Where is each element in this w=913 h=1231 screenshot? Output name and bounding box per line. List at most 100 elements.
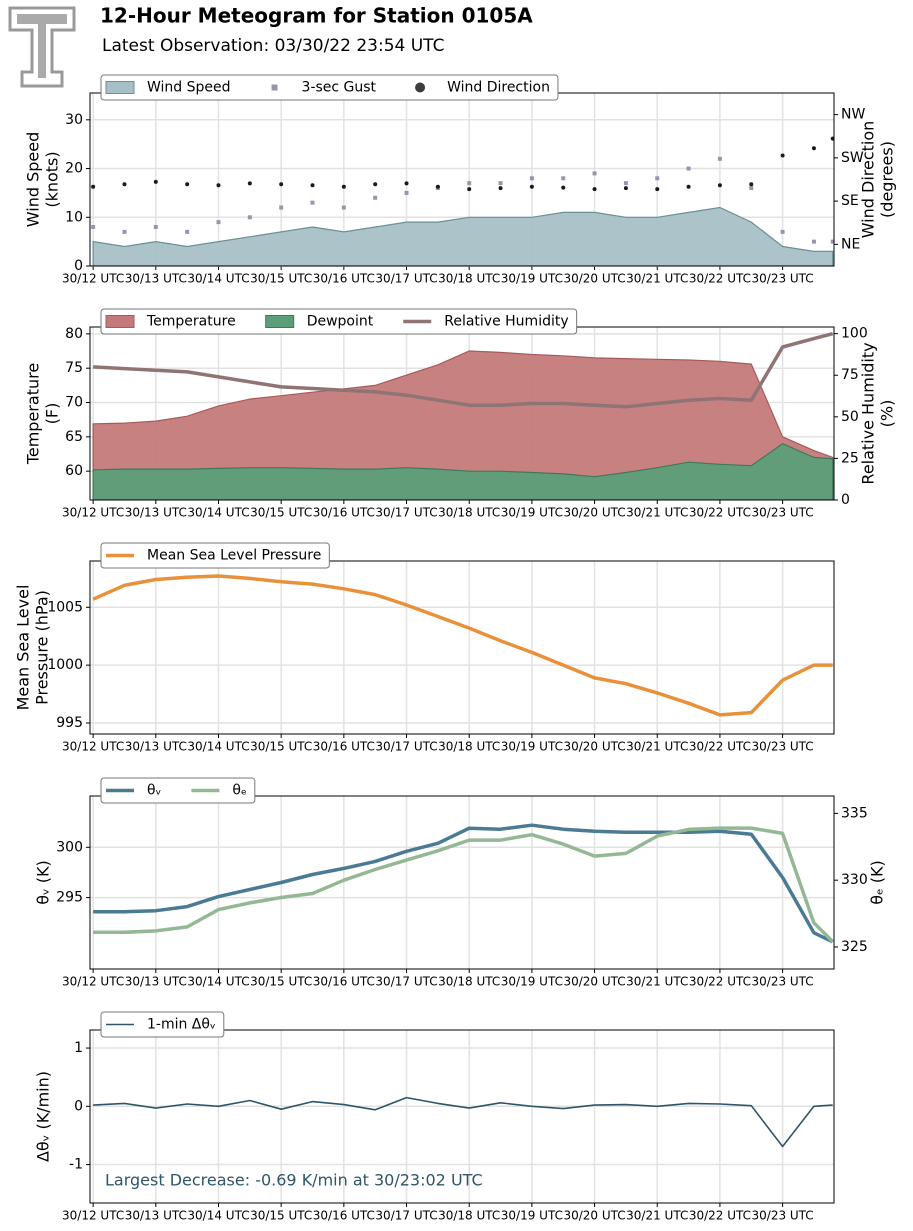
x-tick-label: 30/14 UTC (187, 272, 249, 286)
y-axis-label: (F) (43, 403, 62, 425)
marker (686, 166, 691, 171)
x-tick-label: 30/18 UTC (438, 1209, 500, 1223)
marker (435, 184, 440, 189)
legend-swatch (265, 315, 295, 328)
marker (561, 185, 566, 190)
y-axis-label: Wind Speed (24, 132, 43, 227)
marker (655, 176, 660, 181)
plot-area (90, 561, 834, 734)
frame (89, 560, 835, 735)
line (93, 823, 834, 944)
legend-label: Wind Speed (147, 80, 231, 96)
title: 12-Hour Meteogram for Station 0105A (100, 4, 533, 28)
legend: Wind Speed 3-sec Gust Wind Direction (100, 74, 559, 101)
y-tick-label: 1 (74, 1040, 83, 1056)
marker (404, 190, 409, 195)
logo (8, 6, 76, 88)
legend-label: Temperature (146, 314, 236, 330)
y-tick-label: 1000 (47, 657, 83, 673)
marker (749, 182, 754, 187)
legend: Mean Sea Level Pressure (100, 542, 330, 569)
legend-swatch (271, 84, 278, 91)
x-tick-label: 30/23 UTC (752, 975, 814, 989)
x-tick-label: 30/20 UTC (563, 506, 625, 520)
legend-swatch (105, 315, 135, 328)
y2-tick-label: SE (841, 193, 859, 209)
x-tick-label: 30/17 UTC (375, 506, 437, 520)
frame (89, 795, 835, 970)
marker (467, 187, 472, 192)
line (93, 826, 834, 943)
marker (247, 215, 252, 220)
x-tick-label: 30/19 UTC (501, 1209, 563, 1223)
legend: θᵥ θₑ (100, 777, 256, 804)
marker (247, 181, 252, 186)
area (92, 350, 834, 500)
x-tick-label: 30/20 UTC (563, 272, 625, 286)
y-tick-label: 1005 (47, 599, 83, 615)
marker (717, 156, 722, 161)
y-tick-label: 70 (65, 395, 83, 411)
marker (279, 182, 284, 187)
marker (310, 200, 315, 205)
y2-axis-label: (degrees) (878, 141, 897, 218)
marker (498, 181, 503, 186)
marker (216, 183, 221, 188)
marker (655, 187, 660, 192)
x-tick-label: 30/14 UTC (187, 1209, 249, 1223)
legend-label: Wind Direction (447, 80, 550, 96)
y-tick-label: 80 (65, 326, 83, 342)
marker (122, 182, 127, 187)
x-tick-label: 30/13 UTC (125, 506, 187, 520)
y-axis-label: (knots) (43, 151, 62, 207)
marker (185, 229, 190, 234)
y-tick-label: -1 (69, 1157, 83, 1173)
x-tick-label: 30/13 UTC (125, 740, 187, 754)
y2-tick-label: NE (841, 236, 860, 252)
x-tick-label: 30/12 UTC (62, 1209, 124, 1223)
area (92, 206, 834, 266)
y-axis-label: Δθᵥ (K/min) (34, 1071, 53, 1162)
y-axis-label: θᵥ (K) (34, 860, 53, 905)
marker (185, 182, 190, 187)
y-tick-label: 20 (65, 161, 83, 177)
y2-tick-label: SW (841, 150, 864, 166)
series-layer (93, 1096, 833, 1148)
x-tick-label: 30/17 UTC (375, 1209, 437, 1223)
y2-axis-label: θₑ (K) (868, 860, 887, 905)
series-layer (93, 823, 834, 944)
legend-label: Relative Humidity (444, 314, 568, 330)
x-tick-label: 30/13 UTC (125, 272, 187, 286)
marker (561, 176, 566, 181)
marker (623, 181, 628, 186)
marker (780, 229, 785, 234)
x-tick-label: 30/18 UTC (438, 740, 500, 754)
x-tick-label: 30/14 UTC (187, 506, 249, 520)
y2-tick-label: 50 (841, 409, 859, 425)
y-tick-label: 0 (74, 1098, 83, 1114)
x-tick-label: 30/21 UTC (626, 506, 688, 520)
marker (310, 183, 315, 188)
marker (592, 187, 597, 192)
marker (686, 184, 691, 189)
marker (467, 181, 472, 186)
x-tick-label: 30/16 UTC (313, 272, 375, 286)
y-tick-label: 65 (65, 429, 83, 445)
y2-tick-label: 0 (841, 492, 850, 508)
marker (811, 239, 816, 244)
marker (529, 176, 534, 181)
marker (623, 186, 628, 191)
y2-tick-label: 335 (841, 805, 868, 821)
y-axis-label: Mean Sea Level (14, 585, 33, 711)
marker (216, 220, 221, 225)
x-tick-label: 30/16 UTC (313, 506, 375, 520)
line (93, 1096, 833, 1148)
series-layer (91, 136, 834, 266)
marker (91, 225, 96, 230)
marker (749, 186, 754, 191)
x-tick-label: 30/19 UTC (501, 272, 563, 286)
y-tick-label: 30 (65, 112, 83, 128)
y-tick-label: 0 (74, 258, 83, 274)
x-tick-label: 30/18 UTC (438, 975, 500, 989)
x-tick-label: 30/22 UTC (689, 975, 751, 989)
